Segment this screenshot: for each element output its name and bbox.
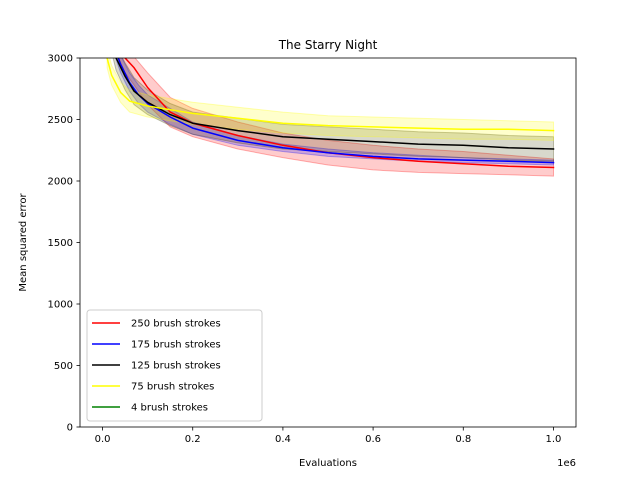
y-tick-label: 500 bbox=[54, 361, 73, 372]
series-1-line bbox=[117, 58, 555, 164]
legend-label-1: 175 brush strokes bbox=[131, 340, 221, 351]
x-tick-label: 0.6 bbox=[365, 434, 381, 445]
series-1-band bbox=[115, 58, 554, 166]
y-tick-label: 0 bbox=[67, 423, 73, 434]
chart-title: The Starry Night bbox=[278, 38, 378, 52]
legend-box bbox=[86, 309, 263, 422]
x-axis-label: Evaluations bbox=[299, 458, 357, 469]
series-2-band bbox=[112, 58, 554, 162]
series-3-line bbox=[106, 58, 555, 132]
legend-label-3: 75 brush strokes bbox=[131, 382, 214, 393]
legend-label-4: 4 brush strokes bbox=[131, 403, 208, 414]
y-tick-label: 3000 bbox=[48, 54, 73, 65]
x-tick-label: 0.2 bbox=[185, 434, 201, 445]
legend-label-2: 125 brush strokes bbox=[131, 361, 221, 372]
y-tick-label: 2000 bbox=[48, 177, 73, 188]
y-tick-label: 2500 bbox=[48, 115, 73, 126]
x-tick-label: 1.0 bbox=[546, 434, 562, 445]
y-tick-label: 1500 bbox=[48, 238, 73, 249]
series-2-line bbox=[115, 58, 555, 150]
series-0-band bbox=[118, 58, 554, 177]
x-tick-label: 0.8 bbox=[455, 434, 471, 445]
legend-label-0: 250 brush strokes bbox=[131, 319, 221, 330]
series-0-line bbox=[124, 58, 555, 169]
x-offset-label: 1e6 bbox=[557, 458, 576, 469]
x-tick-label: 0.4 bbox=[275, 434, 291, 445]
series-3-band bbox=[106, 58, 554, 141]
y-axis-label: Mean squared error bbox=[18, 193, 29, 292]
x-tick-label: 0.0 bbox=[95, 434, 111, 445]
y-tick-label: 1000 bbox=[48, 300, 73, 311]
legend: 250 brush strokes 175 brush strokes 125 br… bbox=[86, 309, 263, 422]
